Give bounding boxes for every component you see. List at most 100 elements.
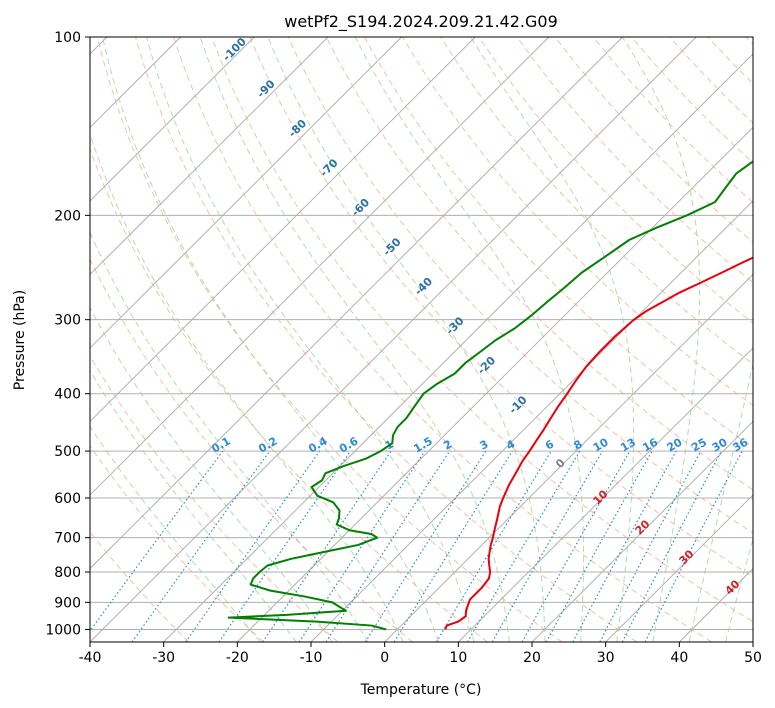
- y-tick-label: 900: [54, 595, 81, 611]
- y-tick-label: 700: [54, 531, 81, 547]
- temperature-profile-line: [444, 256, 753, 630]
- x-tick-label: 10: [449, 650, 467, 666]
- mixing-ratio-line: [545, 450, 653, 642]
- y-axis-label: Pressure (hPa): [12, 290, 28, 390]
- moist-adiabat-line: [199, 37, 510, 642]
- isotherm-line: [90, 37, 476, 423]
- mixing-ratio-line: [435, 450, 552, 642]
- dry-adiabat-line: [90, 530, 190, 642]
- isotherm-line: [90, 37, 550, 496]
- mixing-ratio-line: [185, 450, 321, 642]
- isotherm-line: [163, 53, 753, 642]
- moist-adiabat-line: [688, 361, 753, 642]
- y-tick-label: 400: [54, 387, 81, 403]
- x-tick-label: -30: [152, 650, 175, 666]
- mixing-ratio-line: [262, 450, 392, 642]
- x-tick-label: 50: [744, 650, 762, 666]
- mixing-ratio-label: 20: [665, 435, 685, 454]
- moist-adiabat-line: [102, 37, 439, 642]
- dry-adiabat-line: [90, 355, 339, 642]
- y-tick-label: 100: [54, 30, 81, 46]
- mixing-ratio-line: [298, 450, 426, 642]
- mixing-ratio-label: 2: [441, 438, 454, 453]
- mixing-ratio-line: [325, 450, 451, 642]
- dry-adiabat-line: [287, 37, 753, 534]
- x-tick-label: 0: [380, 650, 389, 666]
- isotherm-line: [90, 37, 623, 570]
- dry-adiabat-label: -40: [412, 275, 435, 298]
- isotherm-line: [90, 37, 402, 349]
- moist-adiabat-line: [725, 537, 753, 642]
- moist-adiabat-label: 0: [553, 456, 568, 471]
- dry-adiabat-label: -100: [220, 35, 249, 64]
- mixing-ratio-label: 3: [478, 438, 491, 453]
- moist-adiabat-line: [90, 231, 369, 642]
- moist-adiabat-line: [145, 37, 475, 642]
- plot-frame: [89, 36, 754, 643]
- mixing-ratio-label: 25: [689, 436, 709, 455]
- x-axis-label: Temperature (°C): [360, 682, 482, 698]
- isotherm-line: [90, 37, 697, 642]
- moist-adiabat-label: 20: [633, 517, 653, 537]
- isotherm-line: [90, 37, 255, 202]
- dry-adiabat-line: [745, 37, 753, 45]
- x-tick-label: -20: [226, 650, 249, 666]
- isotherm-line: [236, 126, 753, 642]
- isotherm-line: [90, 37, 329, 276]
- dry-adiabat-line: [90, 147, 488, 642]
- dry-adiabat-line: [516, 37, 753, 284]
- isotherm-line: [384, 273, 753, 642]
- dry-adiabat-line: [707, 37, 753, 85]
- dry-adiabat-line: [134, 37, 638, 642]
- mixing-ratio-label: 30: [710, 435, 730, 454]
- x-tick-label: -40: [79, 650, 102, 666]
- moist-adiabat-line: [267, 37, 546, 642]
- isotherm-line: [457, 347, 753, 642]
- y-tick-label: 500: [54, 444, 81, 460]
- dry-adiabat-label: -90: [254, 77, 277, 100]
- mixing-ratio-line: [393, 450, 513, 642]
- mixing-ratio-label: 0.4: [306, 434, 330, 455]
- mixing-ratio-line: [644, 450, 743, 642]
- mixing-ratio-line: [90, 450, 224, 632]
- isotherm-line: [678, 567, 753, 642]
- x-tick-label: 20: [523, 650, 541, 666]
- mixing-ratio-label: 0.6: [337, 434, 361, 455]
- dry-adiabat-line: [96, 37, 563, 642]
- isotherm-line: [310, 200, 753, 642]
- dry-adiabat-label: -30: [443, 314, 466, 337]
- y-tick-label: 1000: [45, 622, 81, 638]
- dry-adiabat-line: [325, 37, 753, 491]
- moist-adiabat-line: [90, 425, 261, 642]
- mixing-ratio-line: [466, 450, 581, 642]
- y-tick-label: 600: [54, 491, 81, 507]
- dry-adiabat-label: -50: [380, 235, 403, 258]
- dry-adiabat-label: -20: [475, 354, 498, 377]
- moist-adiabat-line: [762, 37, 775, 642]
- mixing-ratio-line: [364, 450, 487, 642]
- moist-adiabat-label: 30: [677, 547, 697, 567]
- x-tick-label: 30: [597, 650, 615, 666]
- dry-adiabat-line: [173, 37, 712, 642]
- isotherm-line: [752, 641, 753, 642]
- moist-adiabat-label: 40: [723, 577, 743, 597]
- dry-adiabat-line: [440, 37, 753, 365]
- dry-adiabat-line: [554, 37, 753, 243]
- mixing-ratio-label: 1.5: [411, 435, 434, 456]
- mixing-ratio-line: [131, 450, 271, 642]
- moist-adiabat-label: 10: [591, 487, 611, 507]
- dry-adiabat-line: [90, 445, 264, 642]
- dewpoint-profile-line: [227, 160, 753, 631]
- x-tick-label: 40: [670, 650, 688, 666]
- isotherm-line: [531, 420, 753, 642]
- dry-adiabat-line: [249, 37, 753, 578]
- mixing-ratio-label: 10: [591, 435, 611, 454]
- y-tick-label: 200: [54, 208, 81, 224]
- y-tick-label: 800: [54, 565, 81, 581]
- mixing-ratio-label: 6: [543, 437, 556, 452]
- isotherm-line: [605, 494, 753, 642]
- x-tick-label: -10: [300, 650, 323, 666]
- mixing-ratio-line: [572, 450, 677, 642]
- chart-title: wetPf2_S194.2024.209.21.42.G09: [284, 12, 558, 32]
